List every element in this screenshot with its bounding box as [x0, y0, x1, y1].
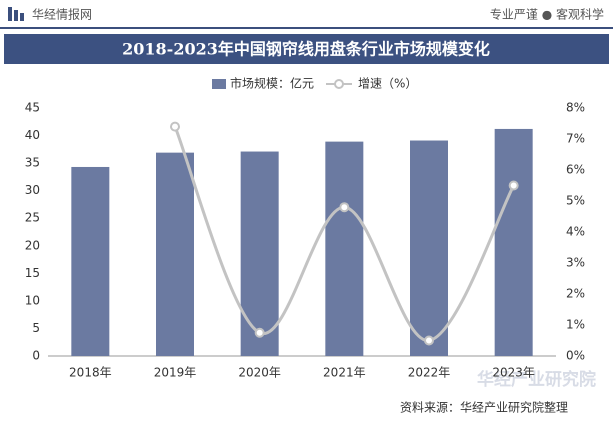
x-tick-label: 2023年	[492, 366, 535, 380]
y2-tick-label: 7%	[566, 132, 585, 146]
y-tick-label: 10	[25, 293, 40, 307]
bar	[494, 128, 533, 356]
slogan: 专业严谨 ● 客观科学	[490, 7, 604, 22]
legend-swatch	[334, 79, 344, 89]
legend-label: 市场规模：亿元	[230, 76, 314, 91]
logo-bar	[20, 13, 24, 21]
y2-tick-label: 1%	[566, 318, 585, 332]
legend-label: 增速（%）	[358, 77, 417, 91]
y2-tick-label: 4%	[566, 225, 585, 239]
x-tick-label: 2020年	[238, 366, 281, 380]
bar	[71, 166, 110, 356]
brand: 华经情报网	[32, 7, 92, 22]
line-marker	[508, 180, 519, 191]
bar	[240, 151, 279, 356]
watermark: 华经产业研究院	[477, 369, 596, 390]
y2-tick-label: 6%	[566, 163, 585, 177]
logo-bar	[8, 7, 12, 21]
line-marker	[170, 121, 180, 132]
y2-tick-label: 3%	[566, 256, 585, 270]
line-marker	[254, 327, 265, 338]
x-tick-label: 2018年	[69, 366, 112, 380]
bar	[156, 152, 194, 356]
line-marker	[339, 202, 350, 213]
y-tick-label: 30	[25, 183, 40, 197]
y2-tick-label: 2%	[566, 287, 585, 301]
line-marker	[424, 335, 434, 346]
title-bar	[4, 34, 609, 64]
y-tick-label: 25	[25, 211, 40, 225]
y-tick-label: 15	[25, 266, 40, 280]
chart-title: 2018-2023年中国钢帘线用盘条行业市场规模变化	[122, 40, 490, 59]
x-tick-label: 2021年	[323, 366, 366, 380]
bar	[410, 140, 448, 356]
y2-tick-label: 8%	[566, 101, 585, 115]
header-rule	[0, 27, 613, 29]
legend-swatch	[212, 79, 226, 89]
logo-bar	[14, 10, 18, 21]
x-tick-label: 2019年	[154, 366, 197, 380]
x-tick-label: 2022年	[408, 366, 451, 380]
source: 资料来源：华经产业研究院整理	[400, 400, 568, 415]
bar	[325, 141, 364, 356]
y-tick-label: 35	[25, 156, 40, 170]
y-tick-label: 20	[25, 238, 40, 252]
y-tick-label: 0	[32, 349, 40, 363]
y-tick-label: 45	[25, 101, 40, 115]
y2-tick-label: 5%	[566, 194, 585, 208]
y-tick-label: 40	[25, 128, 40, 142]
y2-tick-label: 0%	[566, 349, 585, 363]
y-tick-label: 5	[32, 321, 40, 335]
